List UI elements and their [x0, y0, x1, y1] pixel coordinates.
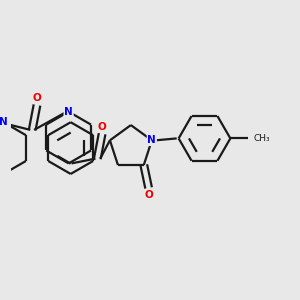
Text: O: O [33, 93, 41, 103]
Text: O: O [98, 122, 106, 132]
Text: N: N [0, 117, 8, 127]
Text: N: N [147, 135, 156, 145]
Text: N: N [64, 107, 73, 117]
Text: O: O [144, 190, 153, 200]
Text: CH₃: CH₃ [253, 134, 270, 143]
